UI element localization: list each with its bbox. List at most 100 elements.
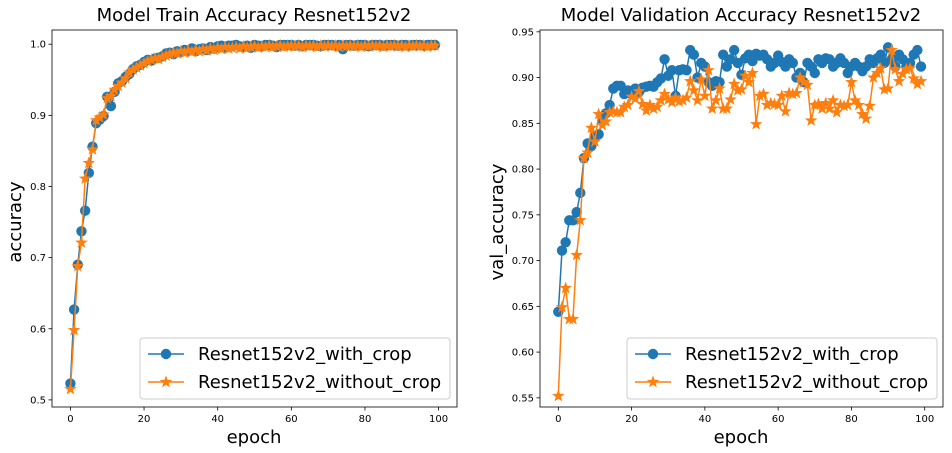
x-axis-label: epoch <box>714 427 769 448</box>
x-tick-label: 0 <box>555 414 561 425</box>
data-point <box>207 43 221 56</box>
data-point <box>863 99 876 112</box>
x-tick-label: 0 <box>67 414 73 425</box>
data-point <box>556 245 568 256</box>
legend: Resnet152v2_with_crop Resnet152v2_without… <box>626 337 938 400</box>
y-tick-label: 0.5 <box>30 395 46 406</box>
data-point <box>661 92 675 105</box>
legend-label: Resnet152v2_without_crop <box>685 372 928 393</box>
data-point <box>325 39 339 52</box>
data-point <box>108 83 121 96</box>
data-point <box>915 61 927 72</box>
data-point <box>340 39 353 52</box>
data-point <box>604 99 615 111</box>
legend-box <box>626 337 938 400</box>
data-point <box>845 75 858 88</box>
data-point <box>244 40 258 53</box>
data-point <box>575 187 586 199</box>
data-point <box>296 40 309 53</box>
data-point <box>391 39 405 52</box>
y-tick-label: 0.65 <box>512 302 534 313</box>
data-point <box>145 53 158 66</box>
data-point <box>896 67 909 80</box>
data-point <box>377 40 390 53</box>
data-point <box>362 39 375 52</box>
data-point <box>266 40 280 53</box>
data-point <box>870 66 884 79</box>
data-point <box>819 96 833 109</box>
plot-area: 0 20 40 60 80 100 0.5 0.6 0.7 0.8 0.9 1.0 Resnet152v… <box>30 29 458 425</box>
y-tick-label: 1.0 <box>30 40 46 51</box>
y-tick-label: 0.9 <box>30 111 46 122</box>
data-point <box>705 102 719 115</box>
data-point <box>93 110 107 123</box>
y-axis-label: val_accuracy <box>487 163 508 280</box>
data-point <box>310 40 324 53</box>
data-point <box>222 41 235 54</box>
plot-area: 0 20 40 60 80 100 0.55 0.60 0.65 0.70 0.75 0.80 0.85… <box>512 27 944 425</box>
data-point <box>115 76 129 88</box>
data-point <box>658 87 671 100</box>
data-point <box>581 146 594 158</box>
data-point <box>801 78 814 91</box>
data-point <box>570 248 583 261</box>
data-point <box>428 39 442 51</box>
data-point <box>585 121 598 134</box>
data-point <box>875 49 886 60</box>
y-axis-label: accuracy <box>5 181 26 263</box>
series-Resnet152v2_without_crop <box>552 43 928 402</box>
chart-title: Model Validation Accuracy Resnet152v2 <box>561 5 921 26</box>
data-point <box>731 83 745 96</box>
data-point <box>643 98 657 111</box>
data-point <box>647 102 660 115</box>
data-point <box>797 75 811 88</box>
data-point <box>881 81 895 94</box>
data-point <box>567 215 579 226</box>
data-point <box>126 63 140 76</box>
data-point <box>681 65 692 76</box>
data-point <box>112 79 125 92</box>
x-tick-label: 60 <box>772 414 785 425</box>
data-point <box>775 89 789 102</box>
data-point <box>163 47 177 60</box>
y-tick-label: 0.6 <box>30 324 46 335</box>
legend-item: Resnet152v2_without_crop <box>635 372 928 393</box>
data-point <box>288 39 302 52</box>
data-point <box>82 156 96 169</box>
data-point <box>848 93 862 106</box>
data-point <box>914 74 928 87</box>
data-point <box>786 87 800 100</box>
y-tick-label: 0.75 <box>512 210 534 221</box>
data-point <box>123 66 136 79</box>
legend-label: Resnet152v2_with_crop <box>198 344 412 365</box>
data-point <box>134 58 147 71</box>
data-point <box>720 102 734 115</box>
data-point <box>837 99 851 112</box>
data-point <box>856 107 869 120</box>
legend-label: Resnet152v2_without_crop <box>198 372 441 393</box>
data-point <box>713 81 726 94</box>
data-point <box>900 62 913 75</box>
data-point <box>812 97 825 110</box>
data-point <box>67 323 81 336</box>
data-point <box>742 75 756 88</box>
data-point <box>104 89 118 102</box>
data-point <box>571 206 582 218</box>
data-point <box>105 100 117 112</box>
data-point <box>779 104 792 117</box>
data-point <box>75 236 88 249</box>
data-point <box>185 45 199 58</box>
data-point <box>878 82 891 95</box>
data-point <box>753 89 767 102</box>
data-point <box>659 54 670 65</box>
validation-accuracy-chart: Model Validation Accuracy Resnet152v2 0 2… <box>487 5 944 448</box>
legend-marker <box>646 375 660 388</box>
data-point <box>270 39 283 52</box>
x-tick-label: 100 <box>429 414 448 425</box>
y-tick-label: 0.95 <box>512 27 534 38</box>
data-point <box>170 46 184 59</box>
data-point <box>421 40 434 53</box>
data-point <box>141 54 154 67</box>
data-point <box>152 52 166 65</box>
